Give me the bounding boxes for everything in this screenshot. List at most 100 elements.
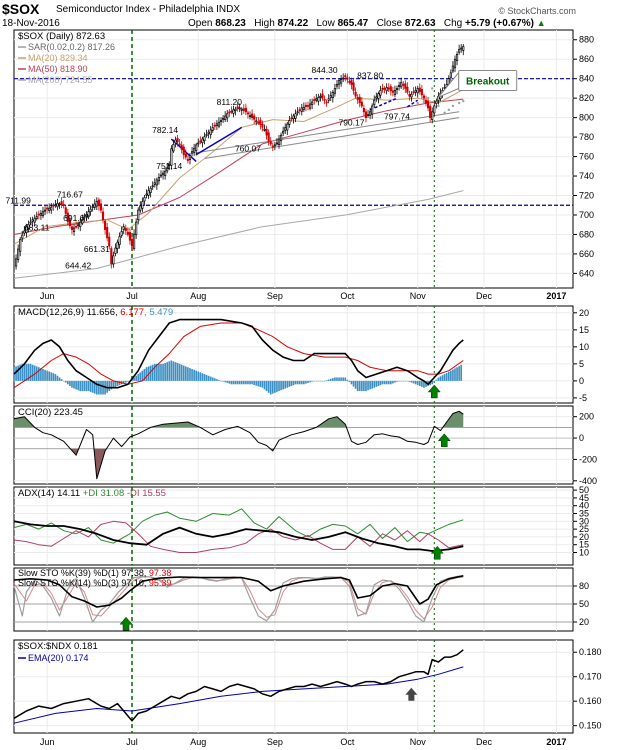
candle-body [449, 72, 452, 78]
macd-histogram-bar [267, 380, 270, 393]
candle-body [54, 204, 57, 206]
macd-histogram-bar [344, 377, 347, 381]
candle-body [118, 236, 121, 245]
macd-histogram-bar [445, 372, 448, 381]
candle-body [379, 90, 382, 96]
legend-title: $SOX (Daily) 872.63 [18, 31, 105, 42]
candle-body [422, 95, 426, 99]
ytick-label-adx: 35 [579, 509, 589, 519]
candle-body [389, 86, 392, 92]
ratio-legend: $SOX:$NDX 0.181 [18, 641, 98, 652]
macd-histogram-bar [64, 380, 67, 383]
macd-histogram-bar [60, 379, 63, 381]
macd-histogram-bar [230, 380, 233, 385]
credit-text: © StockCharts.com [498, 6, 576, 16]
chg-label: Chg [443, 18, 463, 29]
macd-histogram-bar [87, 380, 90, 392]
macd-legend-part: MACD(12,26,9) 11.656, [18, 307, 120, 318]
xtick-label: Aug [190, 291, 206, 301]
candle-body [290, 117, 293, 120]
chg-value: +5.79 (+0.67%) [465, 18, 534, 29]
xtick-label: Jul [126, 737, 138, 747]
macd-histogram-bar [40, 368, 42, 381]
candle-body [222, 117, 225, 120]
macd-histogram-bar [106, 380, 108, 393]
ytick-label-cci: -400 [579, 476, 597, 486]
candle-body [35, 216, 38, 219]
ytick-label-price: 780 [579, 132, 594, 142]
macd-histogram-bar [127, 380, 129, 382]
macd-histogram-bar [421, 380, 423, 387]
candle-body [443, 87, 446, 89]
ytick-label-adx: 15 [579, 540, 589, 550]
cci-line [13, 410, 464, 480]
macd-histogram-bar [410, 380, 413, 383]
low-label: Low [316, 18, 335, 29]
macd-histogram-bar [294, 380, 297, 385]
ytick-label-ratio: 0.150 [579, 721, 602, 731]
macd-histogram-bar [414, 380, 417, 385]
candle-body [377, 93, 380, 99]
candle-body [211, 127, 214, 131]
candle-body [410, 93, 413, 98]
candle-body [298, 109, 301, 112]
macd-histogram-bar [234, 380, 237, 385]
cci-green-arrow [437, 433, 451, 448]
candle-body [58, 203, 61, 206]
macd-histogram-bar [102, 380, 104, 395]
macd-histogram-bar [332, 378, 334, 381]
macd-histogram-bar [93, 380, 96, 394]
macd-histogram-bar [400, 380, 402, 382]
candle-body [151, 185, 154, 188]
candle-body [418, 87, 421, 93]
candle-body [424, 99, 428, 104]
candle-body [178, 143, 181, 146]
macd-histogram-bar [180, 364, 183, 381]
sar-dot [451, 104, 455, 108]
macd-histogram-bar [156, 363, 158, 381]
price-annotation: 716.67 [57, 189, 83, 199]
candle-body [408, 94, 411, 97]
candle-body [43, 209, 47, 212]
candle-body [346, 77, 349, 80]
candle-body [176, 137, 179, 143]
macd-histogram-bar [77, 380, 80, 391]
panel-frame-cci [13, 405, 574, 485]
macd-histogram-bar [340, 377, 342, 381]
ytick-label-cci: -200 [579, 454, 597, 464]
legend-item: MA(200) 724.55 [28, 75, 93, 85]
macd-histogram-bar [418, 380, 421, 386]
ytick-label-adx: 45 [579, 493, 589, 503]
candle-body [213, 124, 216, 127]
ema-line [13, 666, 464, 724]
candle-body [147, 190, 150, 196]
candle-body [19, 238, 22, 252]
xtick-label: Dec [476, 291, 493, 301]
plus-di-line [13, 508, 464, 544]
callout-text: Breakout [466, 77, 510, 88]
macd-histogram-bar [213, 378, 216, 381]
candle-body [304, 104, 307, 107]
candle-body [356, 97, 359, 100]
candle-body [364, 111, 368, 118]
macd-histogram-bar [443, 374, 446, 381]
macd-histogram-bar [290, 380, 293, 386]
macd-histogram-bar [27, 363, 30, 381]
candle-body [99, 203, 103, 211]
chart-date: 18-Nov-2016 [2, 18, 60, 29]
candle-body [333, 88, 336, 94]
candle-body [412, 91, 415, 94]
ytick-label-price: 880 [579, 35, 594, 45]
sar-dot [457, 101, 461, 105]
macd-histogram-bar [29, 363, 32, 381]
ytick-label-price: 820 [579, 93, 594, 103]
candle-body [174, 139, 177, 144]
macd-histogram-bar [31, 364, 34, 381]
candle-body [402, 84, 405, 86]
candle-body [311, 101, 314, 105]
macd-histogram-bar [209, 376, 212, 381]
candle-body [294, 113, 297, 119]
sto-legend: Slow STO %K(14) %D(3) 97.10, 95.39 [18, 578, 171, 588]
macd-histogram-bar [226, 380, 229, 383]
ytick-label-ratio: 0.170 [579, 672, 602, 682]
